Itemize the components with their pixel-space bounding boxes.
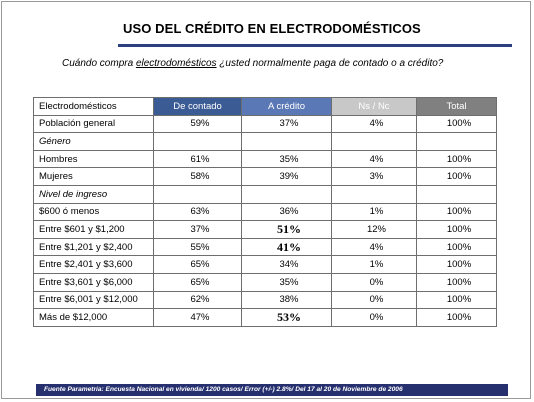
cell-total: 100% bbox=[416, 272, 497, 292]
section-row: Género bbox=[33, 132, 497, 151]
table-row: $600 ó menos 63% 36% 1% 100% bbox=[33, 202, 497, 222]
header-total: Total bbox=[416, 97, 497, 116]
results-table: Electrodomésticos De contado A crédito N… bbox=[33, 97, 497, 327]
cell-nsnc: 4% bbox=[331, 237, 417, 257]
row-label: Entre $6,001 y $12,000 bbox=[33, 290, 154, 310]
table-header-row: Electrodomésticos De contado A crédito N… bbox=[33, 97, 497, 116]
cell-total: 100% bbox=[416, 167, 497, 186]
row-label: Población general bbox=[33, 114, 154, 134]
cell-credito: 37% bbox=[241, 114, 332, 134]
source-footer: Fuente Parametría: Encuesta Nacional en … bbox=[36, 384, 508, 396]
row-label: Entre $601 y $1,200 bbox=[33, 220, 154, 239]
cell-credito bbox=[241, 184, 332, 204]
cell-contado: 37% bbox=[153, 220, 242, 239]
cell-total bbox=[416, 184, 497, 204]
cell-total: 100% bbox=[416, 114, 497, 134]
cell-credito: 34% bbox=[241, 255, 332, 274]
cell-total: 100% bbox=[416, 220, 497, 239]
header-a-credito: A crédito bbox=[241, 97, 332, 116]
table-row: Mujeres 58% 39% 3% 100% bbox=[33, 167, 497, 186]
cell-nsnc: 0% bbox=[331, 308, 417, 327]
row-label: Más de $12,000 bbox=[33, 308, 154, 327]
cell-contado bbox=[153, 184, 242, 204]
section-row: Nivel de ingreso bbox=[33, 184, 497, 204]
cell-credito: 51% bbox=[241, 220, 332, 239]
cell-credito bbox=[241, 132, 332, 151]
cell-total: 100% bbox=[416, 308, 497, 327]
cell-credito: 53% bbox=[241, 308, 332, 327]
cell-contado: 61% bbox=[153, 149, 242, 169]
row-label: Entre $1,201 y $2,400 bbox=[33, 237, 154, 257]
page-title: USO DEL CRÉDITO EN ELECTRODOMÉSTICOS bbox=[123, 21, 421, 36]
table-row: Entre $3,601 y $6,000 65% 35% 0% 100% bbox=[33, 272, 497, 292]
row-label: $600 ó menos bbox=[33, 202, 154, 222]
header-electrodomesticos: Electrodomésticos bbox=[33, 97, 154, 116]
cell-nsnc: 1% bbox=[331, 202, 417, 222]
section-label: Género bbox=[33, 132, 154, 151]
cell-credito: 35% bbox=[241, 272, 332, 292]
table-row: Más de $12,000 47% 53% 0% 100% bbox=[33, 308, 497, 327]
survey-question: Cuándo compra electrodomésticos ¿usted n… bbox=[62, 58, 443, 69]
cell-contado: 62% bbox=[153, 290, 242, 310]
cell-total: 100% bbox=[416, 290, 497, 310]
cell-nsnc bbox=[331, 184, 417, 204]
cell-total: 100% bbox=[416, 149, 497, 169]
question-middle: ¿usted bbox=[216, 58, 253, 69]
cell-contado: 47% bbox=[153, 308, 242, 327]
cell-total: 100% bbox=[416, 202, 497, 222]
table-row: Entre $1,201 y $2,400 55% 41% 4% 100% bbox=[33, 237, 497, 257]
cell-contado: 58% bbox=[153, 167, 242, 186]
table-row: Hombres 61% 35% 4% 100% bbox=[33, 149, 497, 169]
cell-contado: 63% bbox=[153, 202, 242, 222]
question-suffix: paga de contado o a crédito? bbox=[311, 58, 444, 69]
title-underline bbox=[118, 44, 512, 47]
table-row: Población general 59% 37% 4% 100% bbox=[33, 114, 497, 134]
row-label: Entre $3,601 y $6,000 bbox=[33, 272, 154, 292]
header-ns-nc: Ns / Nc bbox=[331, 97, 417, 116]
cell-nsnc: 0% bbox=[331, 290, 417, 310]
cell-nsnc: 1% bbox=[331, 255, 417, 274]
question-underlined-word: electrodomésticos bbox=[135, 58, 217, 69]
cell-contado: 65% bbox=[153, 255, 242, 274]
cell-nsnc: 3% bbox=[331, 167, 417, 186]
cell-contado: 59% bbox=[153, 114, 242, 134]
table-row: Entre $601 y $1,200 37% 51% 12% 100% bbox=[33, 220, 497, 239]
cell-contado: 65% bbox=[153, 272, 242, 292]
cell-credito: 39% bbox=[241, 167, 332, 186]
row-label: Entre $2,401 y $3,600 bbox=[33, 255, 154, 274]
cell-nsnc bbox=[331, 132, 417, 151]
row-label: Hombres bbox=[33, 149, 154, 169]
table-row: Entre $2,401 y $3,600 65% 34% 1% 100% bbox=[33, 255, 497, 274]
cell-nsnc: 4% bbox=[331, 114, 417, 134]
row-label: Mujeres bbox=[33, 167, 154, 186]
cell-credito: 36% bbox=[241, 202, 332, 222]
cell-credito: 38% bbox=[241, 290, 332, 310]
cell-nsnc: 12% bbox=[331, 220, 417, 239]
question-underlined-word-2: normalmente bbox=[252, 58, 312, 69]
cell-credito: 41% bbox=[241, 237, 332, 257]
cell-contado bbox=[153, 132, 242, 151]
cell-total: 100% bbox=[416, 237, 497, 257]
cell-contado: 55% bbox=[153, 237, 242, 257]
header-de-contado: De contado bbox=[153, 97, 242, 116]
table-row: Entre $6,001 y $12,000 62% 38% 0% 100% bbox=[33, 290, 497, 310]
question-prefix: Cuándo compra bbox=[62, 58, 136, 69]
cell-nsnc: 0% bbox=[331, 272, 417, 292]
cell-total: 100% bbox=[416, 255, 497, 274]
cell-nsnc: 4% bbox=[331, 149, 417, 169]
cell-total bbox=[416, 132, 497, 151]
section-label: Nivel de ingreso bbox=[33, 184, 154, 204]
cell-credito: 35% bbox=[241, 149, 332, 169]
